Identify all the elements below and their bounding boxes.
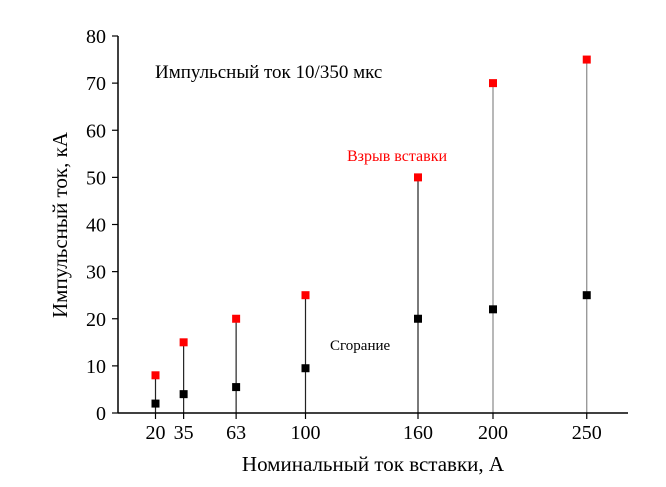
- burning-point: [414, 314, 422, 323]
- x-tick-label: 100: [291, 422, 321, 444]
- y-tick-label: 10: [86, 356, 106, 378]
- explosion-point: [151, 371, 160, 380]
- y-tick-label: 40: [86, 215, 106, 237]
- burning-point: [489, 305, 497, 314]
- explosion-point: [414, 173, 422, 182]
- explosion-label: Взрыв вставки: [347, 148, 447, 165]
- y-tick-label: 60: [86, 120, 106, 142]
- x-tick-label: 250: [572, 422, 602, 444]
- burning-point: [179, 390, 188, 399]
- y-tick-label: 30: [86, 262, 106, 284]
- burning-point: [151, 399, 160, 408]
- x-tick-label: 200: [478, 422, 508, 444]
- y-axis-label: Импульсный ток, кА: [48, 131, 72, 318]
- explosion-point: [179, 338, 188, 347]
- stems: [154, 59, 588, 413]
- y-tick-label: 0: [96, 403, 106, 425]
- burning-point: [301, 364, 310, 373]
- x-tick-label: 20: [146, 422, 166, 444]
- explosion-point: [232, 314, 241, 323]
- burning-label: Сгорание: [330, 338, 390, 354]
- y-tick-label: 80: [86, 26, 106, 48]
- x-tick-label: 63: [226, 422, 246, 444]
- y-tick-label: 70: [86, 73, 106, 95]
- explosion-point: [489, 79, 497, 88]
- burning-point: [582, 291, 591, 300]
- y-tick-label: 50: [86, 167, 106, 189]
- x-axis-label: Номинальный ток вставки, А: [242, 452, 505, 476]
- axes: 0 10 20 30 40 50 60 70 80 20 35 63 100 160 200 250: [86, 26, 628, 444]
- header-annotation: Импульсный ток 10/350 мкс: [155, 62, 382, 83]
- y-tick-label: 20: [86, 309, 106, 331]
- burning-point: [232, 383, 241, 392]
- explosion-point: [301, 291, 310, 300]
- x-tick-label: 35: [174, 422, 194, 444]
- points: [151, 55, 591, 408]
- x-tick-label: 160: [403, 422, 433, 444]
- explosion-point: [582, 55, 591, 64]
